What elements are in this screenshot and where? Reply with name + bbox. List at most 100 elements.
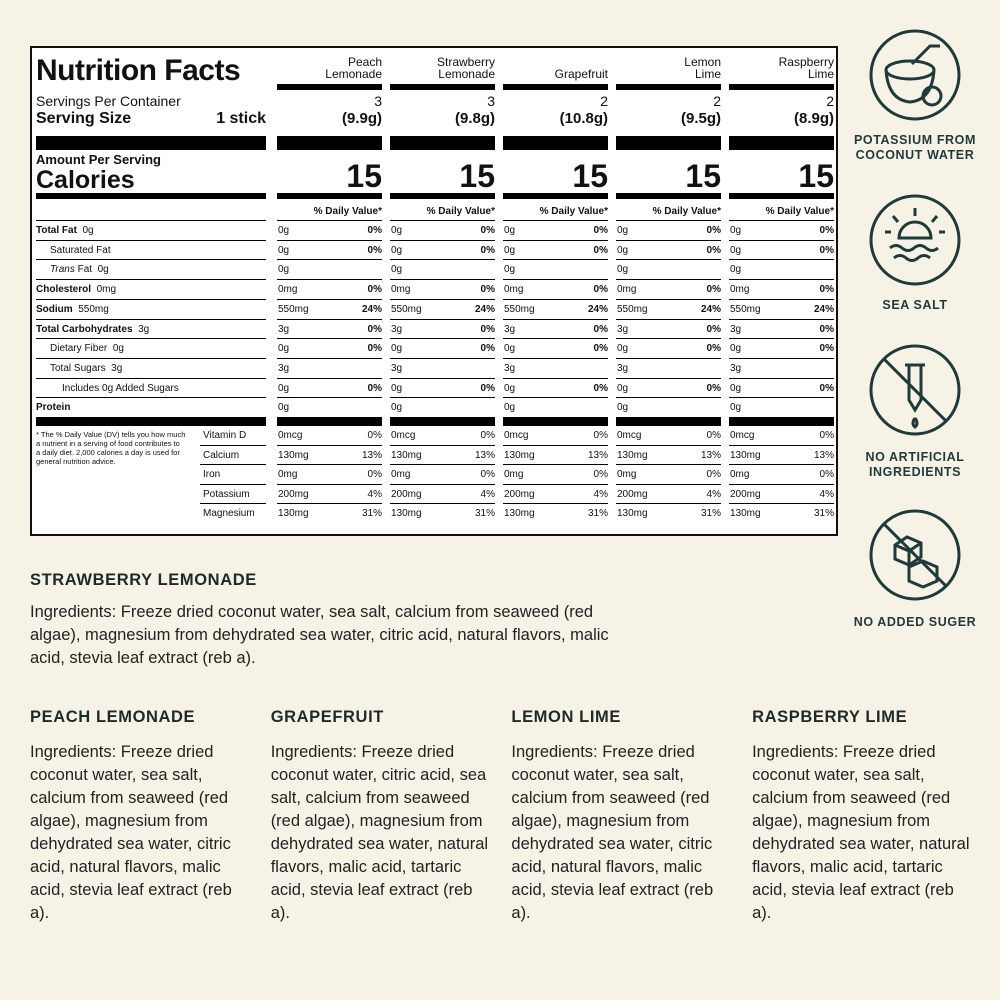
- rule: [729, 444, 834, 446]
- servings-label: Servings Per Container: [36, 93, 181, 109]
- daily-value: 0%: [819, 284, 834, 296]
- calories: 15: [459, 158, 495, 194]
- vitamin-amount: 130mg: [391, 449, 422, 461]
- daily-value: 0%: [706, 225, 721, 236]
- vitamin-dv: 13%: [361, 449, 382, 461]
- rule: [616, 464, 721, 466]
- vitamin-dv: 0%: [480, 469, 495, 481]
- nutrient-label: Total Sugars: [50, 362, 106, 374]
- ingredients-text: Ingredients: Freeze dried coconut water,…: [752, 743, 970, 922]
- rule: [390, 464, 495, 466]
- daily-value: 0%: [480, 225, 495, 236]
- amount: 0g: [504, 264, 516, 276]
- rule: [729, 377, 834, 379]
- amount: 0g: [278, 264, 290, 276]
- vitamin-dv: 0%: [819, 430, 834, 441]
- amount: 0g: [278, 402, 290, 414]
- calories: 15: [346, 158, 382, 194]
- rule: [36, 220, 266, 221]
- vitamin-name: Iron: [203, 469, 221, 481]
- icon-label: SEA SALT: [882, 298, 948, 312]
- vitamin-amount: 130mg: [504, 508, 535, 520]
- calories: 15: [798, 158, 834, 194]
- amount: 0mg: [504, 284, 524, 296]
- daily-value: 24%: [361, 303, 382, 315]
- ingredients-title: LEMON LIME: [511, 708, 621, 726]
- rule: [36, 418, 266, 426]
- vitamin-dv: 4%: [706, 488, 721, 500]
- rule: [729, 418, 834, 426]
- vitamin-amount: 0mcg: [278, 430, 303, 441]
- servings: 3: [487, 93, 495, 109]
- vitamin-dv: 31%: [474, 508, 495, 520]
- rule: [503, 84, 608, 90]
- rule: [729, 136, 834, 150]
- rule: [616, 357, 721, 359]
- amount: 0g: [617, 225, 629, 236]
- nutrient-label: Protein: [36, 402, 71, 414]
- daily-value: 0%: [593, 343, 608, 355]
- rule: [503, 239, 608, 241]
- product-name: Lemon Lime: [684, 55, 721, 81]
- vitamin-dv: 4%: [367, 488, 382, 500]
- nutrient-name: Cholesterol 0mg: [36, 284, 116, 295]
- nutrient-label: Fat: [77, 264, 93, 276]
- vitamin-dv: 4%: [480, 488, 495, 500]
- vitamin-dv: 4%: [593, 488, 608, 500]
- rule: [503, 279, 608, 281]
- nutrient-name: Total Fat 0g: [36, 225, 94, 236]
- nutrient-name: Total Sugars 3g: [50, 363, 122, 374]
- daily-value: 24%: [474, 303, 495, 315]
- rule: [36, 136, 266, 150]
- amount: 0g: [617, 343, 629, 355]
- nutrient-amount: 3g: [138, 323, 150, 335]
- label-title: Nutrition Facts: [36, 54, 241, 87]
- vitamin-dv: 0%: [367, 430, 382, 441]
- vitamin-dv: 13%: [700, 449, 721, 461]
- rule: [36, 279, 266, 281]
- vitamin-dv: 31%: [813, 508, 834, 520]
- nutrient-label: Total Carbohydrates: [36, 323, 133, 335]
- rule: [616, 259, 721, 261]
- vitamin-amount: 200mg: [730, 488, 761, 500]
- vitamin-amount: 200mg: [278, 488, 309, 500]
- rule: [36, 417, 266, 418]
- rule: [729, 279, 834, 281]
- serving-weight: (9.5g): [680, 110, 721, 127]
- rule: [36, 397, 266, 399]
- serving-weight: (8.9g): [793, 110, 834, 127]
- vitamin-amount: 0mg: [504, 469, 524, 481]
- rule: [503, 417, 608, 418]
- amount: 3g: [730, 323, 742, 335]
- rule: [616, 418, 721, 426]
- rule: [36, 259, 266, 261]
- vitamin-dv: 0%: [706, 469, 721, 481]
- vitamin-amount: 130mg: [504, 449, 535, 461]
- product-name: Grapefruit: [554, 67, 608, 81]
- rule: [277, 444, 382, 446]
- amount: 0g: [730, 343, 742, 355]
- amount: 0g: [391, 343, 403, 355]
- ingredients-text: Ingredients: Freeze dried coconut water,…: [30, 603, 609, 667]
- rule: [616, 417, 721, 418]
- rule: [616, 193, 721, 199]
- amount-label: Amount Per Serving: [36, 152, 161, 167]
- daily-value: 0%: [480, 323, 495, 335]
- daily-value: 0%: [367, 382, 382, 394]
- vitamin-name: Calcium: [203, 449, 240, 461]
- daily-value: 0%: [706, 382, 721, 394]
- rule: [729, 397, 834, 399]
- rule: [616, 318, 721, 320]
- rule: [277, 193, 382, 199]
- rule: [503, 483, 608, 485]
- ingredients-text: Ingredients: Freeze dried coconut water,…: [511, 743, 714, 922]
- vitamin-dv: 0%: [367, 469, 382, 481]
- vitamin-amount: 0mg: [391, 469, 411, 481]
- serving-weight: (10.8g): [559, 110, 608, 127]
- rule: [503, 464, 608, 466]
- vitamin-amount: 130mg: [617, 449, 648, 461]
- rule: [390, 259, 495, 261]
- icon-no-sugar: [869, 509, 961, 601]
- amount: 0mg: [391, 284, 411, 296]
